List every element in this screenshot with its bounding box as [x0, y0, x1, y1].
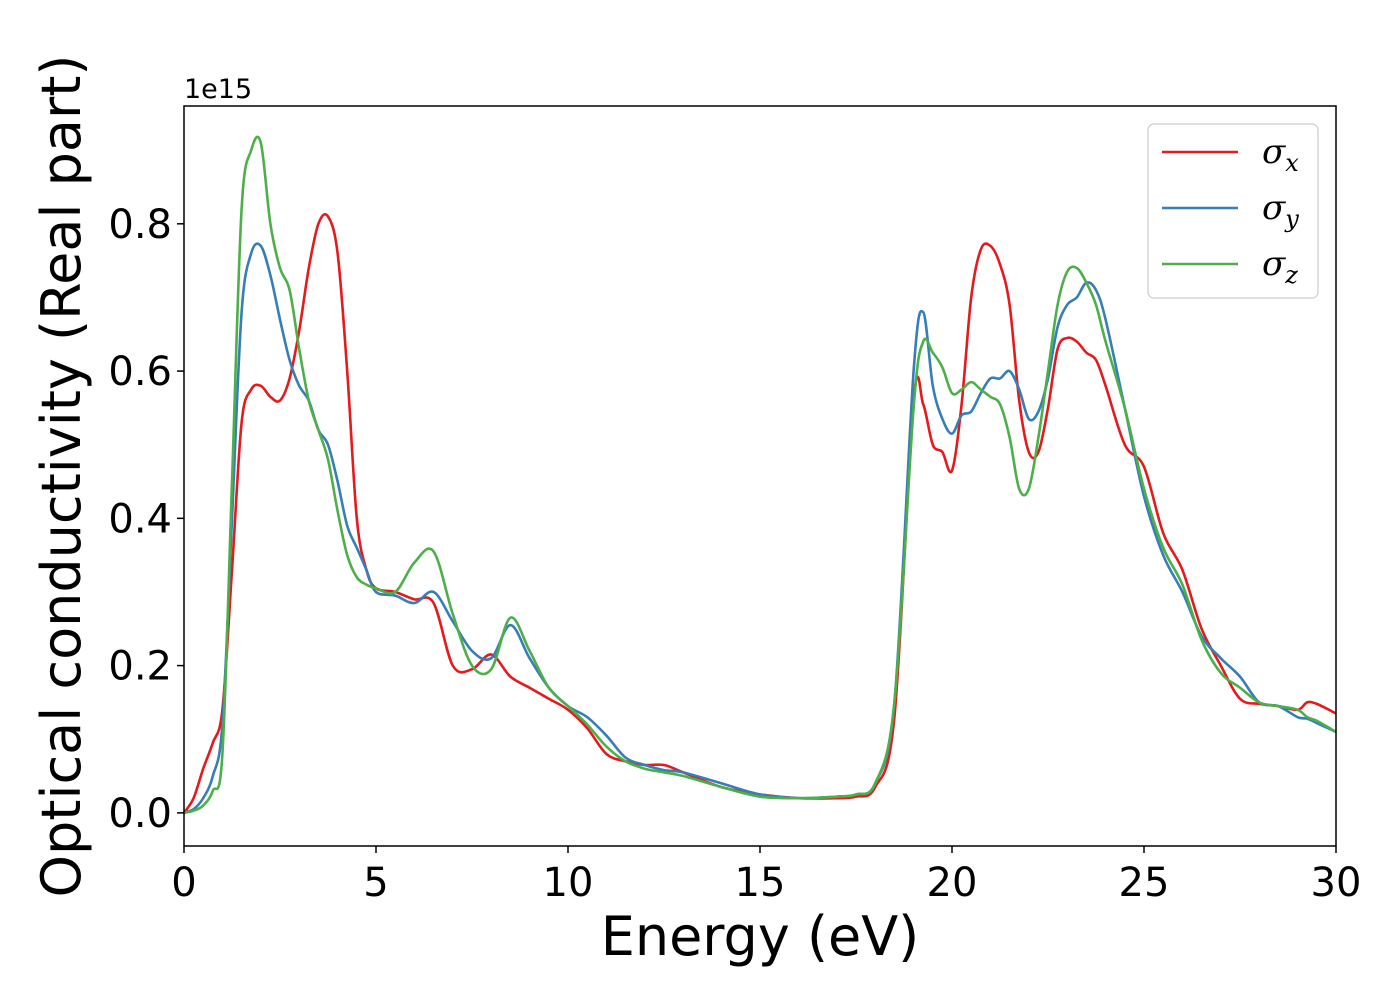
y-offset-label: 1e15 [184, 74, 252, 105]
y-tick-label: 0.4 [108, 496, 172, 542]
series-layer [182, 135, 1337, 815]
y-axis-title: Optical conductivity (Real part) [30, 55, 93, 898]
x-tick-label: 30 [1311, 860, 1362, 906]
legend-box [1147, 123, 1319, 299]
series-line-z [183, 135, 1337, 815]
x-tick-label: 0 [171, 860, 196, 906]
legend: σx σy σz [1147, 123, 1319, 299]
legend-label-y: σy [1262, 188, 1299, 233]
y-tick-label: 0.2 [108, 644, 172, 690]
x-tick-label: 20 [927, 860, 978, 906]
x-tick-label: 25 [1119, 860, 1170, 906]
plot-background [184, 106, 1336, 846]
x-axis-title: Energy (eV) [601, 905, 920, 968]
x-axis: 0 5 10 15 20 25 30 [171, 846, 1361, 906]
x-tick-label: 15 [735, 860, 786, 906]
y-tick-label: 0.6 [108, 349, 172, 395]
y-axis: 0.0 0.2 0.4 0.6 0.8 [108, 202, 184, 837]
y-tick-label: 0.0 [108, 791, 172, 837]
y-tick-label: 0.8 [108, 202, 172, 248]
legend-label-x: σx [1262, 132, 1299, 177]
x-tick-label: 5 [363, 860, 388, 906]
x-tick-label: 10 [543, 860, 594, 906]
legend-label-z: σz [1262, 244, 1298, 289]
